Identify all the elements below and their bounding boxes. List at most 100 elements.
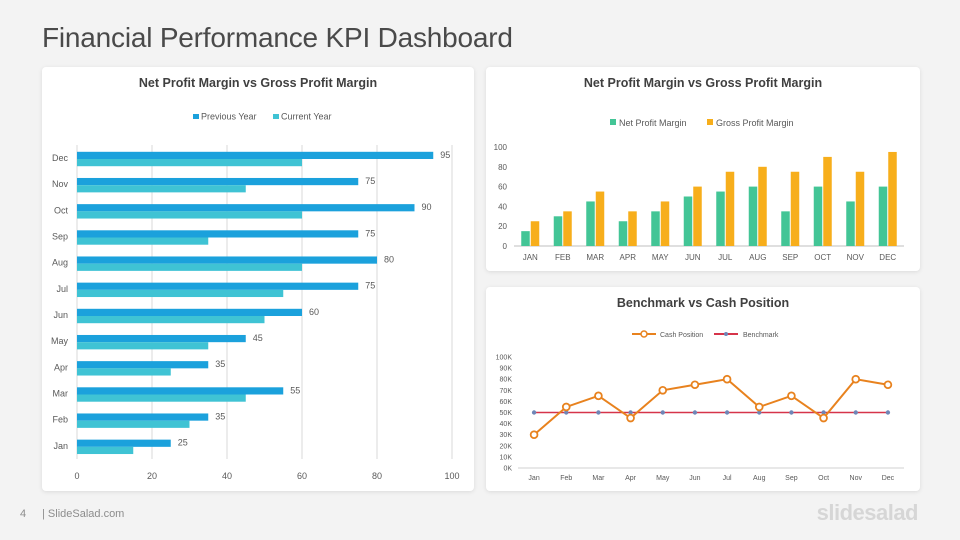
y-tick-label: 0K [503,466,512,473]
x-tick-label: 40 [222,471,232,481]
marker-benchmark [660,410,665,415]
y-tick-label: 20K [500,443,513,450]
data-label: 90 [422,202,432,212]
bar-gross-profit-margin [595,191,605,246]
y-tick-label: 0 [503,242,508,251]
marker-cash-position [529,430,539,440]
line-chart: Benchmark vs Cash Position Cash Position B… [496,296,904,482]
x-tick-label: Jun [689,475,700,482]
bar-previous-year [77,230,359,238]
legend-marker-0 [640,330,648,338]
marker-cash-position [690,380,700,390]
column-bar-chart: Net Profit Margin vs Gross Profit Margin… [494,76,904,262]
marker-benchmark [821,410,826,415]
x-tick-label: JUL [718,253,733,262]
bar-current-year [77,394,246,402]
bar-gross-profit-margin [725,171,735,246]
brand-logo: slidesalad [816,500,919,525]
x-tick-label: 20 [147,471,157,481]
marker-cash-position [722,374,732,384]
bar-current-year [77,446,134,455]
x-tick-label: Aug [753,475,766,482]
bar-current-year [77,289,284,298]
bar-net-profit-margin [716,191,725,246]
data-label: 80 [384,254,394,264]
y-tick-label: 50K [500,410,513,417]
y-tick-label: Jun [53,310,68,320]
data-label: 60 [309,307,319,317]
bar-previous-year [77,256,377,264]
y-tick-label: Apr [54,362,68,372]
bar-gross-profit-margin [563,211,572,246]
bar-previous-year [77,413,209,421]
y-tick-label: 40K [500,421,513,428]
x-tick-label: Nov [850,475,863,482]
bar-current-year [77,420,190,428]
bar-previous-year [77,361,209,369]
horizontal-bar-chart: Net Profit Margin vs Gross Profit Margin… [51,76,460,481]
data-label: 75 [365,176,375,186]
bar-current-year [77,368,171,376]
bar-previous-year [77,177,359,186]
footer-site-link[interactable]: | SlideSalad.com [42,508,125,520]
bar-net-profit-margin [521,231,530,246]
y-tick-label: Jul [56,284,68,294]
bar-current-year [77,316,265,324]
x-tick-label: JAN [523,253,538,262]
y-tick-label: Aug [52,258,68,268]
bar-net-profit-margin [813,186,823,246]
y-tick-label: 80K [500,377,513,384]
marker-cash-position [561,402,571,412]
bar-current-year [77,342,209,350]
bar-net-profit-margin [781,211,790,246]
x-tick-label: 0 [74,471,79,481]
y-tick-label: 90K [500,366,513,373]
bar-net-profit-margin [683,196,693,246]
y-tick-label: 60 [498,183,507,192]
legend-label-0: Previous Year [201,112,257,122]
y-tick-label: Nov [52,179,69,189]
legend-marker-1 [724,332,728,336]
marker-benchmark [628,410,633,415]
marker-benchmark [885,410,891,415]
series-line-cash-position [533,378,889,436]
y-tick-label: Sep [52,232,68,242]
bar-previous-year [77,334,246,343]
bar-net-profit-margin [878,186,888,246]
y-tick-label: Feb [52,415,68,425]
bar-net-profit-margin [553,216,563,246]
x-tick-label: Oct [818,475,829,482]
y-tick-label: May [51,336,69,346]
marker-cash-position [594,391,603,401]
data-label: 25 [178,438,188,448]
x-tick-label: 100 [444,471,459,481]
chart-panel-line: Benchmark vs Cash Position Cash Position B… [486,287,920,491]
x-tick-label: 60 [297,471,307,481]
x-tick-label: FEB [555,253,571,262]
legend-label-0: Net Profit Margin [619,118,687,128]
chart-title: Net Profit Margin vs Gross Profit Margin [584,76,822,90]
bar-previous-year [77,151,434,160]
x-tick-label: OCT [814,253,831,262]
bar-gross-profit-margin [693,186,702,246]
x-tick-label: Jul [723,475,732,482]
y-tick-label: 80 [498,163,507,172]
x-tick-label: Feb [560,475,572,482]
bar-current-year [77,211,302,219]
marker-cash-position [626,413,635,423]
bar-net-profit-margin [846,201,855,246]
bar-current-year [77,263,302,271]
bar-gross-profit-margin [758,166,767,246]
bar-gross-profit-margin [855,171,865,246]
data-label: 75 [365,281,375,291]
y-tick-label: Jan [53,441,68,451]
chart-panel-column-bars: Net Profit Margin vs Gross Profit Margin… [486,67,920,271]
x-tick-label: May [656,475,670,482]
marker-benchmark [724,410,730,415]
bar-previous-year [77,282,359,290]
x-tick-label: AUG [749,253,766,262]
marker-benchmark [596,410,601,415]
legend-swatch-1 [707,119,713,125]
marker-cash-position [883,380,893,390]
x-tick-label: Jan [528,475,539,482]
